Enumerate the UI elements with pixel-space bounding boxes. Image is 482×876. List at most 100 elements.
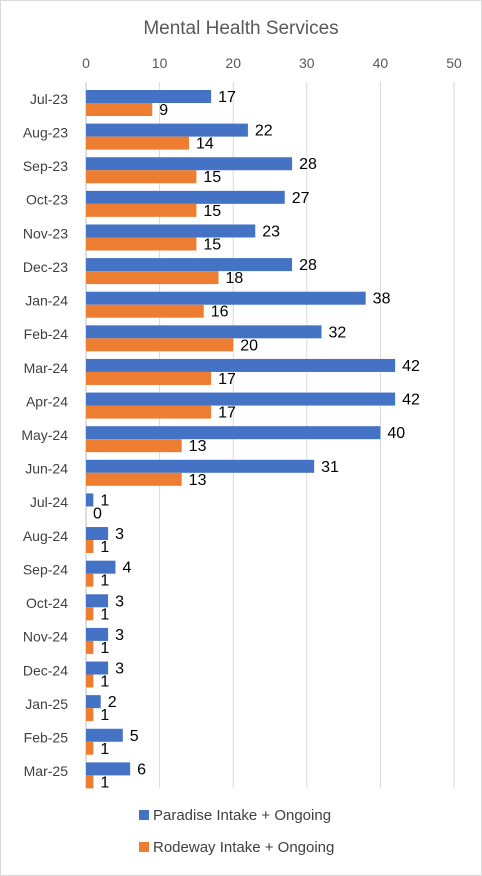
data-label: 1	[100, 674, 109, 691]
bar-rodeway	[86, 708, 94, 722]
category-label: May-24	[21, 427, 68, 443]
category-label: Feb-24	[24, 326, 69, 342]
data-label: 15	[203, 203, 221, 220]
data-label: 1	[100, 640, 109, 657]
data-label: 1	[100, 606, 109, 623]
x-axis-ticks: 0 10 20 30 40 50	[82, 55, 462, 71]
bar-paradise	[86, 258, 293, 272]
data-label: 1	[100, 741, 109, 758]
bar-rodeway	[86, 607, 94, 621]
x-tick-label: 0	[82, 55, 90, 71]
bar-paradise	[86, 190, 285, 204]
legend-swatch	[139, 810, 149, 820]
y-axis-categories: Jul-23 Aug-23 Sep-23 Oct-23 Nov-23 Dec-23 Jan-…	[21, 91, 68, 779]
bar-paradise	[86, 493, 94, 507]
x-tick-label: 10	[152, 55, 168, 71]
data-label: 15	[203, 236, 221, 253]
x-tick-label: 30	[299, 55, 315, 71]
category-label: Jan-24	[25, 293, 68, 309]
data-label: 42	[402, 358, 420, 375]
chart-title: Mental Health Services	[143, 18, 338, 39]
data-label: 23	[262, 223, 280, 240]
bar-paradise	[86, 560, 116, 574]
bar-rodeway	[86, 338, 234, 352]
bar-rodeway	[86, 304, 204, 318]
data-label: 42	[402, 392, 420, 409]
category-label: Oct-24	[26, 595, 68, 611]
legend: Paradise Intake + Ongoing Rodeway Intake …	[139, 807, 334, 856]
data-label: 27	[292, 190, 310, 207]
bar-rodeway	[86, 775, 94, 789]
data-label: 32	[329, 324, 347, 341]
x-tick-label: 40	[373, 55, 389, 71]
bar-paradise	[86, 157, 293, 171]
category-label: Nov-23	[23, 225, 68, 241]
data-label: 22	[255, 123, 273, 140]
data-label: 14	[196, 136, 214, 153]
legend-label: Rodeway Intake + Ongoing	[153, 839, 334, 856]
bar-paradise	[86, 459, 315, 473]
bar-paradise	[86, 90, 212, 103]
category-label: Mar-25	[24, 763, 69, 779]
legend-label: Paradise Intake + Ongoing	[153, 807, 331, 824]
bar-rodeway	[86, 271, 219, 285]
data-label: 13	[189, 438, 207, 455]
bar-rodeway	[86, 203, 197, 217]
bar-rodeway	[86, 741, 94, 755]
data-label: 1	[100, 539, 109, 556]
data-label: 9	[159, 102, 168, 119]
category-label: Jun-24	[25, 461, 68, 477]
category-label: Nov-24	[23, 629, 68, 645]
data-label: 6	[137, 761, 146, 778]
category-label: Jul-23	[30, 91, 68, 107]
category-label: Jul-24	[30, 494, 68, 510]
data-label: 3	[115, 593, 124, 610]
data-label: 3	[115, 661, 124, 678]
data-label: 16	[211, 304, 229, 321]
data-label: 1	[100, 774, 109, 791]
bar-rodeway	[86, 674, 94, 688]
category-label: Oct-23	[26, 192, 68, 208]
data-labels: 1792214281527152315281838163220421742174…	[93, 89, 420, 791]
x-tick-label: 20	[225, 55, 241, 71]
category-label: Dec-24	[23, 662, 68, 678]
category-label: Jan-25	[25, 696, 68, 712]
data-label: 1	[100, 492, 109, 509]
bar-paradise	[86, 358, 396, 372]
bar-paradise	[86, 224, 256, 238]
legend-swatch	[139, 842, 149, 852]
bar-paradise	[86, 661, 109, 675]
data-label: 18	[225, 270, 243, 287]
x-tick-label: 50	[446, 55, 462, 71]
bar-paradise	[86, 728, 123, 742]
bar-rodeway	[86, 439, 182, 453]
bar-paradise	[86, 594, 109, 608]
data-label: 15	[203, 169, 221, 186]
data-label: 28	[299, 156, 317, 173]
bar-rodeway	[86, 371, 212, 385]
category-label: Mar-24	[24, 360, 69, 376]
data-label: 2	[108, 694, 117, 711]
data-label: 5	[130, 728, 139, 745]
category-label: Aug-24	[23, 528, 68, 544]
category-label: Apr-24	[26, 393, 68, 409]
bar-paradise	[86, 325, 322, 339]
data-label: 38	[373, 291, 391, 308]
category-label: Sep-23	[23, 158, 68, 174]
bar-rodeway	[86, 170, 197, 184]
bar-rodeway	[86, 472, 182, 486]
bar-paradise	[86, 627, 109, 641]
data-label: 28	[299, 257, 317, 274]
data-label: 3	[115, 627, 124, 644]
data-label: 13	[189, 472, 207, 489]
data-label: 0	[93, 505, 102, 522]
data-label: 17	[218, 371, 236, 388]
data-label: 4	[122, 560, 131, 577]
data-label: 40	[387, 425, 405, 442]
data-label: 1	[100, 573, 109, 590]
bar-rodeway	[86, 103, 153, 116]
bar-paradise	[86, 291, 366, 305]
bar-rodeway	[86, 573, 94, 587]
bar-paradise	[86, 123, 248, 137]
